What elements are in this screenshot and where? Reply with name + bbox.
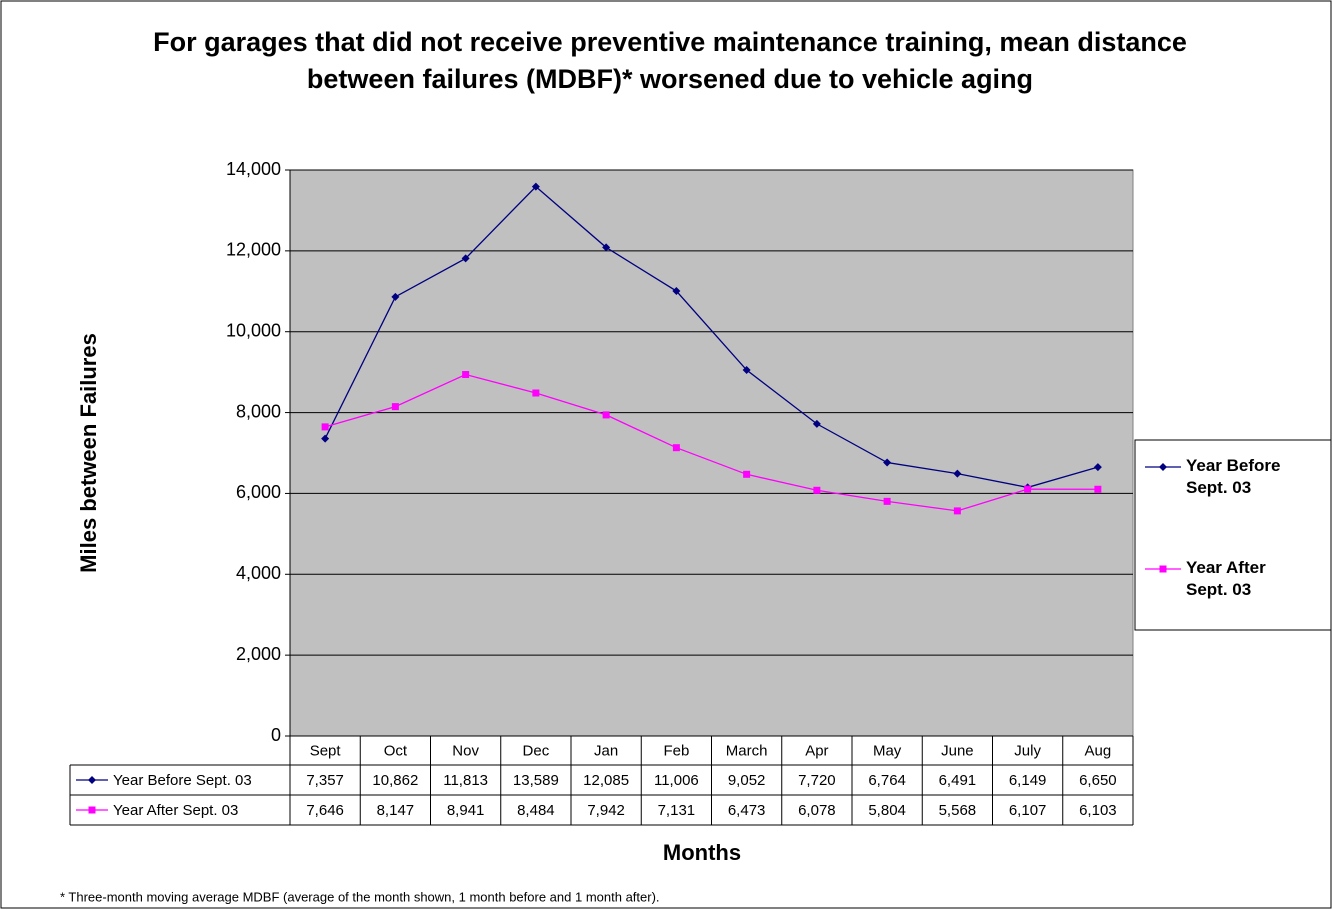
data-point: [742, 366, 751, 375]
legend-marker: [1159, 565, 1167, 573]
x-tick-label: Jan: [594, 742, 618, 759]
table-cell: 9,052: [728, 772, 766, 789]
data-point: [531, 182, 540, 191]
data-point: [391, 292, 400, 301]
table-cell: 6,764: [868, 772, 906, 789]
y-tick-label: 14,000: [226, 159, 281, 179]
table-cell: 6,491: [939, 772, 977, 789]
chart-title: For garages that did not receive prevent…: [153, 27, 1187, 94]
table-legend-marker: [88, 806, 96, 814]
x-tick-label: Aug: [1085, 742, 1112, 759]
data-point: [672, 287, 681, 296]
data-point: [672, 444, 680, 452]
data-point: [321, 423, 329, 431]
table-cell: 6,650: [1079, 772, 1117, 789]
table-cell: 10,862: [372, 772, 418, 789]
data-point: [602, 411, 610, 419]
legend-label: Year After Sept. 03: [1186, 558, 1266, 599]
data-point: [883, 458, 892, 467]
y-tick-label: 2,000: [236, 644, 281, 664]
footnote: * Three-month moving average MDBF (avera…: [60, 889, 660, 904]
table-cell: 6,473: [728, 802, 766, 819]
table-cell: 5,568: [939, 802, 977, 819]
x-tick-label: Oct: [384, 742, 408, 759]
table-cell: 13,589: [513, 772, 559, 789]
series-line: [324, 373, 1098, 512]
y-tick-label: 8,000: [236, 401, 281, 421]
legend-marker: [1159, 463, 1167, 471]
table-cell: 7,720: [798, 772, 836, 789]
table-cell: 8,147: [377, 802, 415, 819]
plot-area: [289, 169, 1134, 737]
x-tick-label: Sept: [310, 742, 342, 759]
data-point: [883, 497, 891, 505]
data-point: [813, 486, 821, 494]
table-cell: 6,107: [1009, 802, 1047, 819]
data-point: [812, 419, 821, 428]
table-cell: 7,357: [306, 772, 344, 789]
table-cell: 8,484: [517, 802, 555, 819]
table-cell: 11,813: [443, 772, 488, 789]
x-tick-label: July: [1014, 742, 1041, 759]
y-tick-label: 4,000: [236, 563, 281, 583]
y-axis-label: Miles between Failures: [76, 333, 101, 573]
table-row-label: Year Before Sept. 03: [113, 772, 252, 789]
data-point: [953, 507, 961, 515]
data-point: [602, 243, 611, 252]
x-tick-label: Nov: [452, 742, 479, 759]
table-row-label: Year After Sept. 03: [113, 802, 238, 819]
table-cell: 7,131: [658, 802, 696, 819]
data-point: [743, 470, 751, 478]
data-point: [391, 403, 399, 411]
x-axis-label: Months: [663, 840, 741, 865]
legend-box: [1134, 439, 1332, 631]
data-point: [953, 469, 962, 478]
table-cell: 6,149: [1009, 772, 1047, 789]
data-point: [1024, 485, 1032, 493]
x-tick-label: June: [941, 742, 974, 759]
y-tick-label: 10,000: [226, 320, 281, 340]
data-point: [532, 389, 540, 397]
x-tick-label: Feb: [663, 742, 689, 759]
data-point: [462, 371, 470, 379]
y-tick-label: 6,000: [236, 482, 281, 502]
table-cell: 8,941: [447, 802, 485, 819]
data-point: [321, 434, 330, 443]
x-tick-label: March: [726, 742, 768, 759]
table-cell: 11,006: [654, 772, 699, 789]
data-point: [461, 254, 470, 263]
table-cell: 5,804: [868, 802, 906, 819]
data-point: [1094, 485, 1102, 493]
x-tick-label: May: [873, 742, 902, 759]
table-cell: 6,103: [1079, 802, 1117, 819]
table-cell: 7,646: [306, 802, 344, 819]
series-line: [324, 185, 1099, 489]
table-cell: 7,942: [587, 802, 625, 819]
table-cell: 12,085: [583, 772, 629, 789]
table-legend-marker: [88, 776, 96, 784]
legend-label: Year Before Sept. 03: [1186, 456, 1281, 497]
y-tick-label: 12,000: [226, 240, 281, 260]
data-point: [1093, 463, 1102, 472]
table-cell: 6,078: [798, 802, 836, 819]
x-tick-label: Dec: [523, 742, 550, 759]
x-tick-label: Apr: [805, 742, 828, 759]
y-tick-label: 0: [271, 725, 281, 745]
